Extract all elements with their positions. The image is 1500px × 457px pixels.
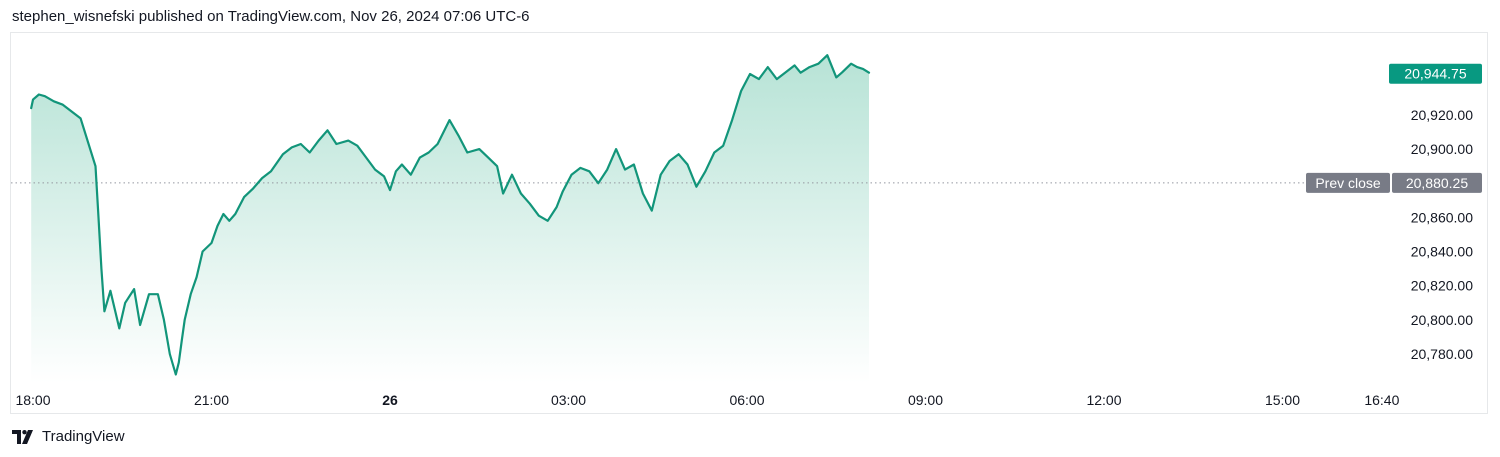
tradingview-logo-icon — [12, 429, 33, 444]
y-tick-label: 20,840.00 — [1411, 244, 1473, 260]
prev-close-value-label: 20,880.25 — [1406, 175, 1468, 191]
y-tick-label: 20,780.00 — [1411, 346, 1473, 362]
publish-attribution: stephen_wisnefski published on TradingVi… — [12, 8, 530, 25]
y-tick-label: 20,900.00 — [1411, 141, 1473, 157]
x-tick-label: 18:00 — [15, 392, 50, 408]
x-tick-label: 12:00 — [1086, 392, 1121, 408]
last-price-label: 20,944.75 — [1404, 66, 1466, 82]
tradingview-brand-text: TradingView — [42, 428, 125, 445]
footer-brand[interactable]: TradingView — [12, 428, 125, 445]
y-tick-label: 20,820.00 — [1411, 278, 1473, 294]
price-line — [30, 54, 871, 376]
price-chart[interactable]: 20,920.0020,900.0020,880.0020,860.0020,8… — [11, 33, 1489, 415]
prev-close-value-badge — [1392, 172, 1482, 193]
x-tick-label: 09:00 — [908, 392, 943, 408]
prev-close-name-badge — [1306, 172, 1390, 193]
x-tick-label: 26 — [382, 392, 398, 408]
x-tick-label: 15:00 — [1265, 392, 1300, 408]
prev-close-name-label: Prev close — [1315, 175, 1381, 191]
chart-frame[interactable]: 20,920.0020,900.0020,880.0020,860.0020,8… — [10, 32, 1488, 414]
y-tick-label: 20,920.00 — [1411, 107, 1473, 123]
price-area-fill — [31, 55, 869, 383]
x-tick-label: 03:00 — [551, 392, 586, 408]
last-price-badge — [1389, 63, 1482, 84]
x-tick-label: 06:00 — [729, 392, 764, 408]
y-tick-label: 20,800.00 — [1411, 312, 1473, 328]
x-tick-label: 21:00 — [194, 392, 229, 408]
y-tick-label: 20,860.00 — [1411, 209, 1473, 225]
x-tick-label: 16:40 — [1364, 392, 1399, 408]
